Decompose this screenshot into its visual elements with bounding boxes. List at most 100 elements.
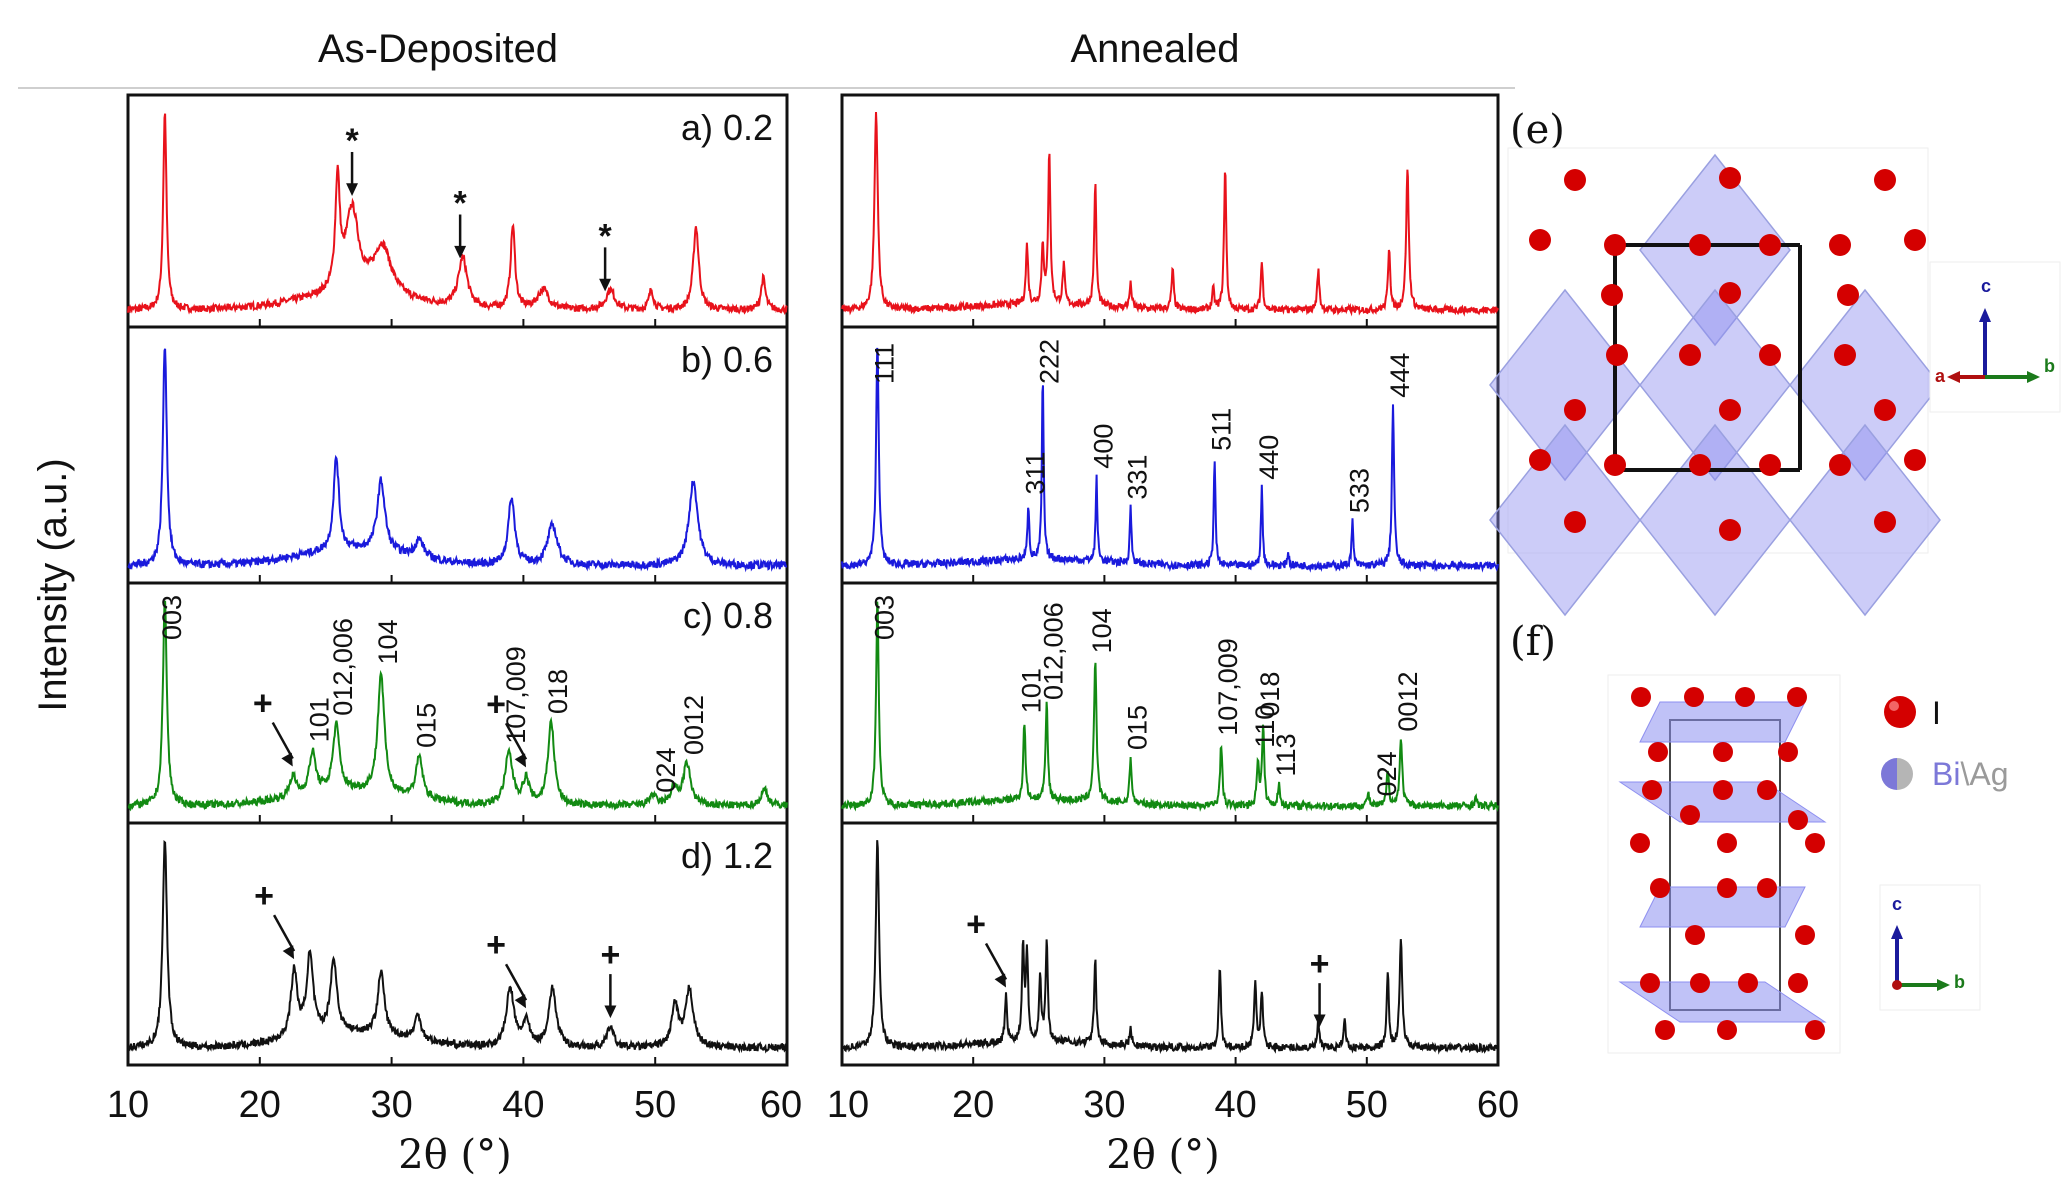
bi-half-swatch bbox=[1881, 758, 1897, 790]
iodine-atom bbox=[1904, 229, 1926, 251]
marker-arrowhead bbox=[604, 1005, 617, 1019]
iodine-atom bbox=[1829, 234, 1851, 256]
structure-e-frame bbox=[1507, 147, 1929, 554]
iodine-atom bbox=[1874, 511, 1896, 533]
axis-f-origin bbox=[1892, 980, 1902, 990]
x-tick-label: 50 bbox=[1346, 1084, 1388, 1126]
marker-arrowhead bbox=[514, 994, 527, 1009]
x-axis-label-left: 2θ (°) bbox=[398, 1132, 511, 1177]
iodine-atom bbox=[1717, 878, 1737, 898]
hkl-label: 024 bbox=[1372, 751, 1402, 796]
axis-f-c-label: c bbox=[1892, 894, 1902, 914]
iodine-atom bbox=[1719, 167, 1741, 189]
hkl-label: 018 bbox=[1255, 672, 1285, 717]
marker-arrowhead bbox=[514, 753, 527, 768]
iodine-atom bbox=[1717, 1020, 1737, 1040]
hkl-label: 111 bbox=[869, 343, 899, 384]
iodine-atom-swatch bbox=[1884, 696, 1916, 728]
iodine-atom bbox=[1837, 284, 1859, 306]
marker-arrowhead bbox=[454, 245, 467, 259]
xrd-pattern-line bbox=[127, 348, 788, 573]
x-tick-label: 30 bbox=[370, 1084, 412, 1126]
impurity-plus-marker: + bbox=[1310, 945, 1330, 983]
impurity-plus-marker: + bbox=[486, 926, 506, 964]
iodine-atom bbox=[1904, 449, 1926, 471]
impurity-plus-marker: + bbox=[253, 685, 273, 723]
marker-arrowhead bbox=[994, 973, 1006, 988]
iodine-atom bbox=[1805, 833, 1825, 853]
axis-c-head bbox=[1979, 308, 1991, 322]
right-column-title: Annealed bbox=[1070, 27, 1239, 71]
axis-f-b-label: b bbox=[1954, 972, 1965, 992]
marker-arrow bbox=[272, 914, 296, 952]
hkl-label: 015 bbox=[1123, 705, 1153, 750]
hkl-label: 012,006 bbox=[1039, 602, 1069, 700]
iodine-atom bbox=[1834, 344, 1856, 366]
x-axis-label-right: 2θ (°) bbox=[1106, 1132, 1219, 1177]
iodine-atom bbox=[1679, 344, 1701, 366]
iodine-atom bbox=[1757, 780, 1777, 800]
hkl-label: 444 bbox=[1385, 353, 1415, 398]
marker-arrowhead bbox=[599, 278, 612, 292]
y-axis-label: Intensity (a.u.) bbox=[31, 458, 75, 711]
hkl-label: 400 bbox=[1089, 424, 1119, 469]
xrd-panel-7: d) 1.2 + + + bbox=[126, 821, 789, 1067]
iodine-atom bbox=[1604, 454, 1626, 476]
iodine-atom bbox=[1874, 169, 1896, 191]
ag-half-swatch bbox=[1897, 758, 1913, 790]
iodine-atom bbox=[1655, 1020, 1675, 1040]
hkl-label: 101 bbox=[1016, 668, 1046, 713]
iodine-atom bbox=[1685, 925, 1705, 945]
hkl-label: 0012 bbox=[1393, 672, 1423, 732]
iodine-atom bbox=[1640, 973, 1660, 993]
panel-label: a) 0.2 bbox=[681, 107, 773, 148]
octahedron bbox=[1789, 288, 1941, 482]
marker-arrowhead bbox=[282, 945, 295, 960]
iodine-atom bbox=[1648, 742, 1668, 762]
iodine-atom bbox=[1759, 234, 1781, 256]
hkl-label: 107,009 bbox=[1213, 638, 1243, 736]
iodine-atom bbox=[1735, 687, 1755, 707]
marker-arrow bbox=[984, 942, 1008, 981]
xrd-panel-8: ++ bbox=[840, 821, 1500, 1067]
hkl-label: 015 bbox=[411, 703, 441, 748]
x-tick-label: 20 bbox=[239, 1084, 281, 1126]
xrd-pattern-line bbox=[841, 840, 1499, 1055]
iodine-atom bbox=[1689, 454, 1711, 476]
iodine-atom bbox=[1738, 973, 1758, 993]
iodine-atom bbox=[1564, 169, 1586, 191]
iodine-atom bbox=[1829, 454, 1851, 476]
x-tick-label: 50 bbox=[634, 1084, 676, 1126]
marker-arrow bbox=[504, 963, 528, 1001]
axis-triad-f: c b bbox=[1879, 884, 1981, 1011]
xrd-pattern-line bbox=[127, 600, 788, 812]
axis-triad-e: c a b bbox=[1929, 261, 2061, 413]
x-tick-labels: 10 20 30 40 50 60 10 20 30 40 50 60 bbox=[107, 1084, 1519, 1126]
impurity-star-marker: * bbox=[454, 185, 468, 223]
axis-e-b-label: b bbox=[2044, 356, 2055, 376]
hkl-label: 222 bbox=[1035, 339, 1065, 384]
legend-iodine-label: I bbox=[1932, 695, 1941, 731]
iodine-atom bbox=[1631, 687, 1651, 707]
xrd-pattern-line bbox=[127, 840, 788, 1054]
structure-f-label: (f) bbox=[1510, 619, 1556, 665]
impurity-plus-marker: + bbox=[486, 685, 506, 723]
iodine-atom bbox=[1606, 344, 1628, 366]
impurity-plus-marker: + bbox=[966, 905, 986, 943]
iodine-atom bbox=[1757, 878, 1777, 898]
hkl-label: 113 bbox=[1271, 733, 1301, 776]
x-tick-label: 10 bbox=[827, 1084, 869, 1126]
octahedron bbox=[1639, 153, 1791, 347]
octahedral-layer bbox=[1639, 701, 1806, 743]
marker-arrow bbox=[271, 721, 294, 760]
iodine-atom bbox=[1719, 519, 1741, 541]
axis-a-head bbox=[1947, 371, 1960, 383]
impurity-plus-marker: + bbox=[254, 877, 274, 915]
iodine-atom bbox=[1630, 833, 1650, 853]
iodine-atom bbox=[1564, 511, 1586, 533]
iodine-atom bbox=[1564, 399, 1586, 421]
